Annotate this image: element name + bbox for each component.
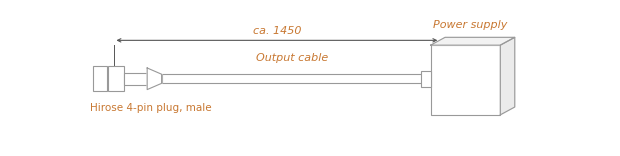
Bar (123, 73, 147, 85)
Polygon shape (500, 37, 515, 115)
Text: Hirose 4-pin plug, male: Hirose 4-pin plug, male (91, 103, 212, 113)
Polygon shape (431, 37, 515, 45)
Bar (162, 74, 423, 83)
Bar (421, 71, 431, 87)
Text: Output cable: Output cable (257, 53, 329, 63)
Polygon shape (147, 68, 162, 90)
Text: ca. 1450: ca. 1450 (253, 26, 301, 36)
Bar (93, 66, 107, 91)
Bar (431, 45, 500, 115)
Text: Power supply: Power supply (433, 20, 507, 30)
Bar (108, 66, 123, 91)
